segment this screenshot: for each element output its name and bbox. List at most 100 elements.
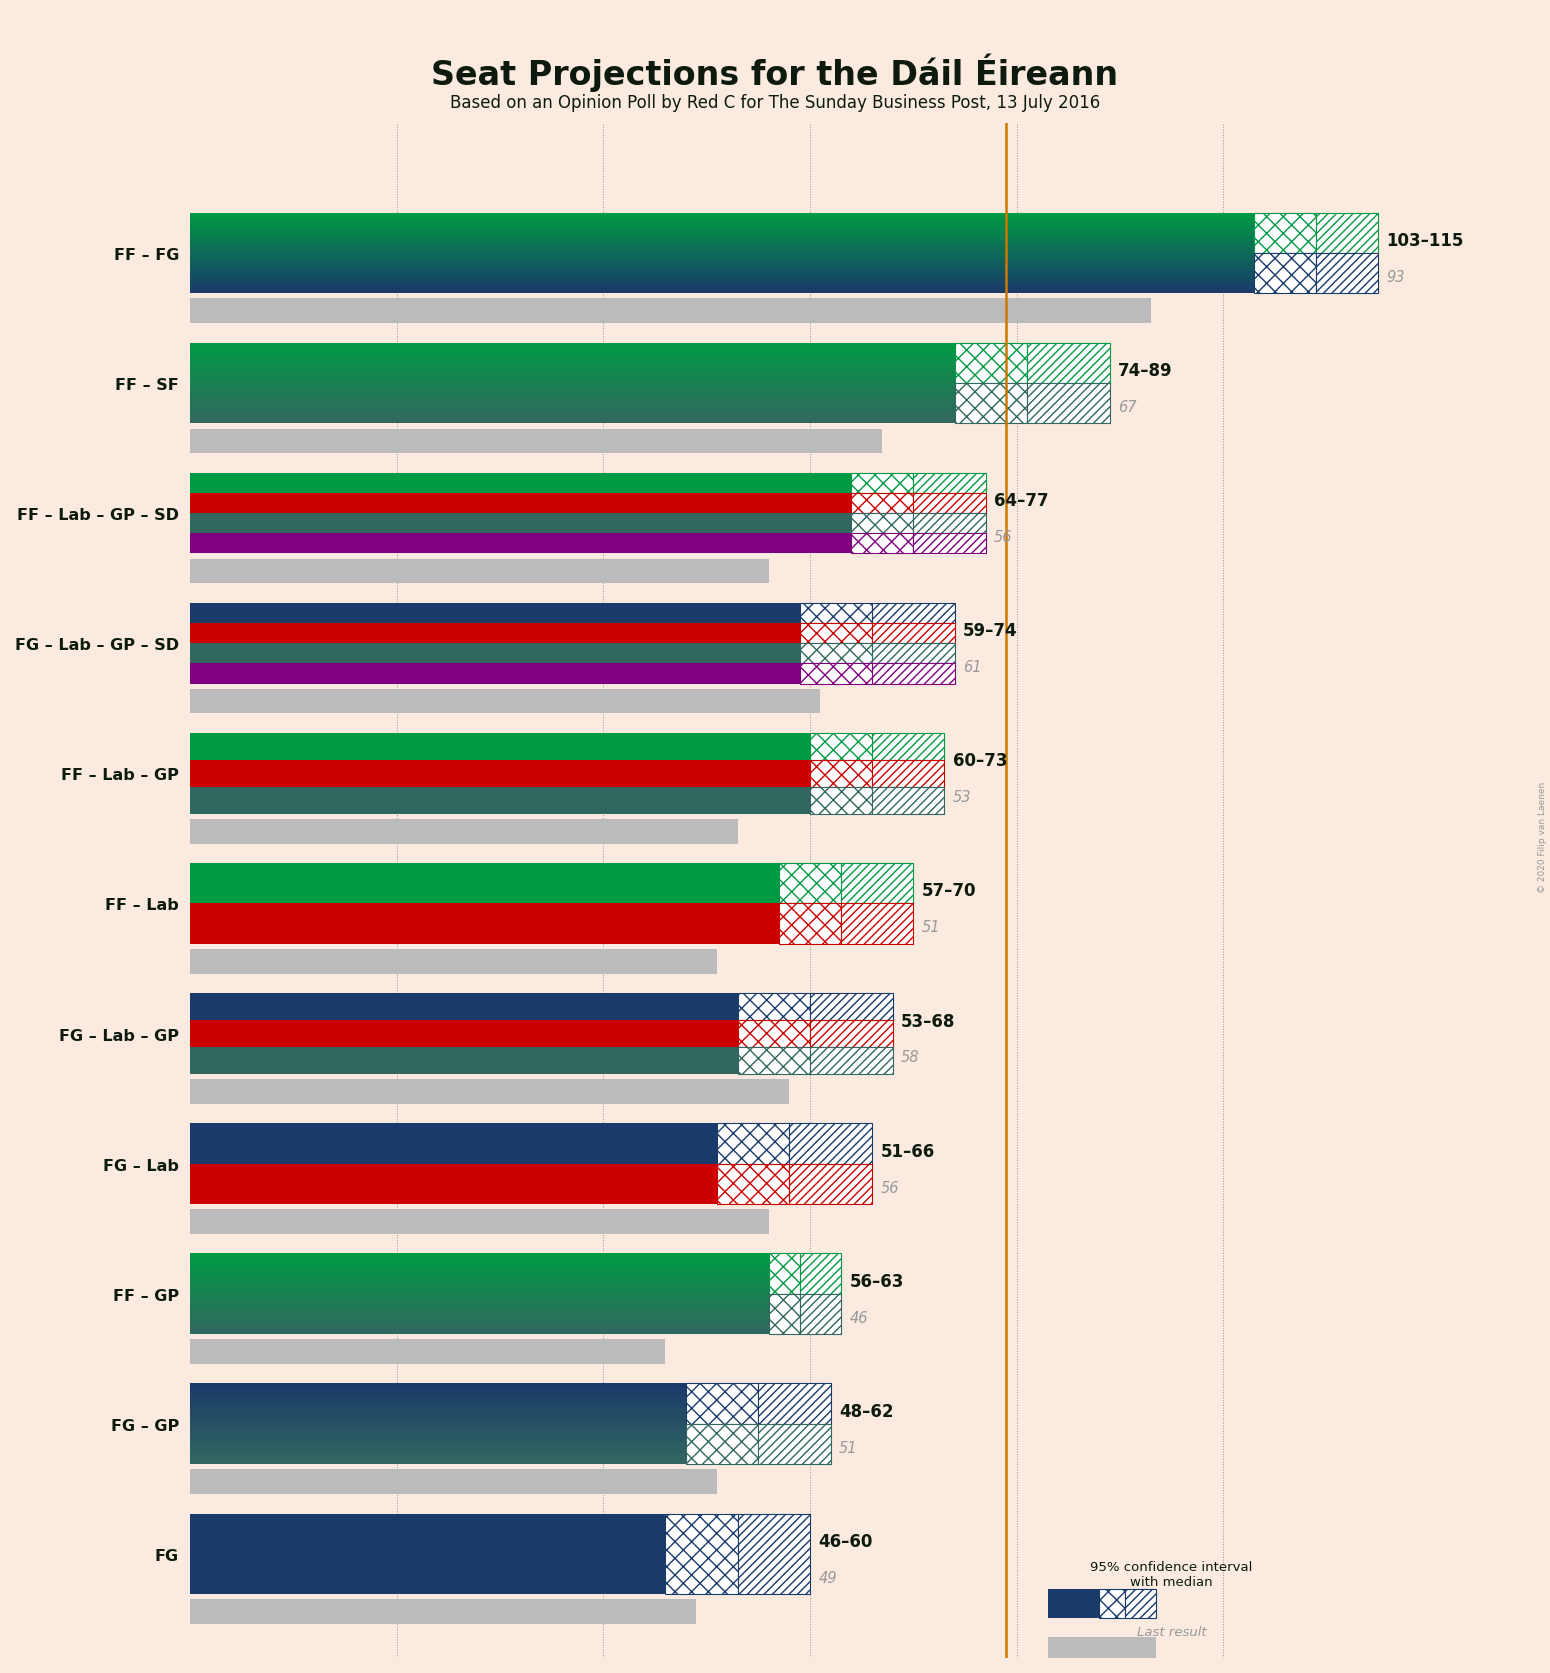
Bar bbox=[718, 1124, 789, 1164]
Bar bbox=[191, 604, 800, 624]
Text: 53–68: 53–68 bbox=[901, 1012, 955, 1031]
Bar bbox=[873, 604, 955, 624]
Bar bbox=[1254, 214, 1316, 254]
Bar bbox=[191, 1340, 665, 1363]
Bar bbox=[738, 1047, 811, 1074]
Text: 46–60: 46–60 bbox=[818, 1532, 873, 1549]
Bar bbox=[913, 534, 986, 554]
Text: 67: 67 bbox=[1118, 400, 1136, 415]
Bar bbox=[191, 1079, 789, 1104]
Bar bbox=[687, 1384, 758, 1424]
Bar bbox=[811, 761, 873, 788]
Bar bbox=[1125, 1589, 1156, 1618]
Bar bbox=[800, 1253, 842, 1293]
Text: 51: 51 bbox=[839, 1440, 857, 1456]
Bar bbox=[687, 1424, 758, 1464]
Text: 103–115: 103–115 bbox=[1387, 233, 1463, 249]
Bar bbox=[191, 1514, 665, 1594]
Bar bbox=[718, 1164, 789, 1205]
Bar bbox=[1048, 1589, 1099, 1618]
Bar bbox=[800, 644, 873, 664]
Bar bbox=[191, 514, 851, 534]
Bar bbox=[191, 664, 800, 684]
Bar bbox=[800, 664, 873, 684]
Bar bbox=[811, 733, 873, 761]
Bar bbox=[1316, 254, 1378, 294]
Text: 51: 51 bbox=[922, 920, 941, 935]
Bar bbox=[758, 1384, 831, 1424]
Bar bbox=[780, 903, 842, 944]
Bar bbox=[191, 788, 811, 815]
Bar bbox=[191, 299, 1152, 325]
Bar bbox=[913, 514, 986, 534]
Bar bbox=[811, 1047, 893, 1074]
Bar bbox=[851, 473, 913, 494]
Text: © 2020 Filip van Laenen: © 2020 Filip van Laenen bbox=[1538, 781, 1547, 892]
Bar bbox=[738, 994, 811, 1021]
Bar bbox=[811, 994, 893, 1021]
Text: 56: 56 bbox=[994, 530, 1012, 545]
Bar bbox=[769, 1293, 800, 1335]
Bar bbox=[913, 494, 986, 514]
Bar bbox=[873, 624, 955, 644]
Text: 56–63: 56–63 bbox=[849, 1271, 904, 1290]
Text: 49: 49 bbox=[818, 1569, 837, 1584]
Bar bbox=[913, 473, 986, 494]
Bar bbox=[191, 1599, 696, 1624]
Bar bbox=[800, 624, 873, 644]
Text: Based on an Opinion Poll by Red C for The Sunday Business Post, 13 July 2016: Based on an Opinion Poll by Red C for Th… bbox=[449, 94, 1100, 112]
Bar bbox=[1099, 1589, 1125, 1618]
Text: Last result: Last result bbox=[1136, 1626, 1206, 1638]
Bar bbox=[811, 1021, 893, 1047]
Bar bbox=[191, 1469, 718, 1494]
Bar bbox=[738, 1021, 811, 1047]
Text: 58: 58 bbox=[901, 1049, 919, 1064]
Bar bbox=[842, 903, 913, 944]
Bar bbox=[842, 863, 913, 903]
Bar bbox=[1254, 254, 1316, 294]
Text: 48–62: 48–62 bbox=[839, 1402, 893, 1420]
Bar bbox=[873, 664, 955, 684]
Bar bbox=[873, 788, 944, 815]
Bar bbox=[800, 1293, 842, 1335]
Bar bbox=[769, 1253, 800, 1293]
Bar bbox=[191, 1021, 738, 1047]
Text: 60–73: 60–73 bbox=[953, 751, 1008, 770]
Bar bbox=[811, 788, 873, 815]
Text: 53: 53 bbox=[953, 790, 972, 805]
Bar bbox=[191, 473, 851, 494]
Bar bbox=[191, 994, 738, 1021]
Text: 93: 93 bbox=[1387, 269, 1404, 284]
Bar bbox=[191, 863, 780, 903]
Text: 46: 46 bbox=[849, 1310, 868, 1325]
Bar bbox=[191, 903, 780, 944]
Bar bbox=[191, 430, 882, 453]
Bar bbox=[191, 624, 800, 644]
Text: 57–70: 57–70 bbox=[922, 882, 976, 900]
Bar bbox=[738, 1514, 811, 1594]
Text: 95% confidence interval
with median: 95% confidence interval with median bbox=[1091, 1561, 1252, 1588]
Bar bbox=[1028, 343, 1110, 383]
Bar bbox=[851, 494, 913, 514]
Bar bbox=[191, 559, 769, 584]
Bar bbox=[1316, 214, 1378, 254]
Bar bbox=[873, 761, 944, 788]
Bar bbox=[789, 1164, 873, 1205]
Bar bbox=[758, 1424, 831, 1464]
Text: 64–77: 64–77 bbox=[994, 492, 1049, 510]
Bar bbox=[1048, 1638, 1156, 1666]
Text: 74–89: 74–89 bbox=[1118, 361, 1172, 380]
Bar bbox=[955, 383, 1028, 423]
Text: 56: 56 bbox=[880, 1179, 899, 1195]
Bar bbox=[191, 644, 800, 664]
Bar bbox=[191, 1210, 769, 1235]
Bar bbox=[1028, 383, 1110, 423]
Bar bbox=[191, 949, 718, 974]
Bar bbox=[191, 733, 811, 761]
Bar bbox=[191, 1047, 738, 1074]
Text: 61: 61 bbox=[963, 659, 981, 674]
Bar bbox=[780, 863, 842, 903]
Bar bbox=[191, 820, 738, 845]
Bar bbox=[191, 689, 820, 714]
Bar bbox=[873, 733, 944, 761]
